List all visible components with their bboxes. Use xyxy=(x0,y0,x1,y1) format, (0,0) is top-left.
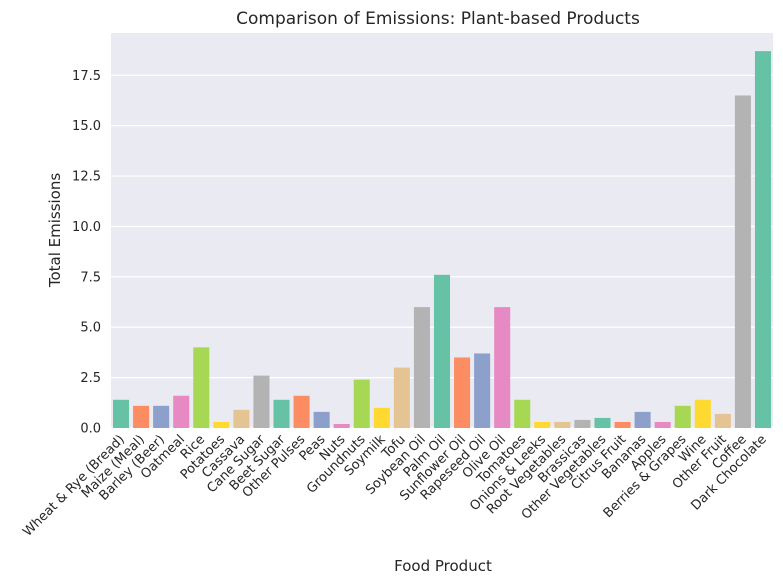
bar-tofu xyxy=(393,367,410,428)
y-tick-label: 0.0 xyxy=(80,422,101,437)
bar-wine xyxy=(694,399,711,428)
bar-onions-leeks xyxy=(534,421,551,428)
bar-other-vegetables xyxy=(594,417,611,428)
bar-cassava xyxy=(233,409,250,428)
bar-other-pulses xyxy=(293,395,310,428)
bar-maize-meal xyxy=(133,405,150,428)
y-tick-label: 17.5 xyxy=(72,69,101,84)
bar-apples xyxy=(654,421,671,428)
x-axis-label: Food Product xyxy=(394,557,492,575)
bar-brassicas xyxy=(574,419,591,428)
bar-berries-grapes xyxy=(674,405,691,428)
y-tick-label: 10.0 xyxy=(72,220,101,235)
bar-peas xyxy=(313,411,330,428)
bar-potatoes xyxy=(213,421,230,428)
bar-groundnuts xyxy=(353,379,370,428)
bar-oatmeal xyxy=(173,395,190,428)
y-tick-label: 12.5 xyxy=(72,170,101,185)
bar-soybean-oil xyxy=(413,307,430,428)
y-axis-ticks: 0.0 2.5 5.0 7.5 10.0 12.5 15.0 17.5 xyxy=(72,69,101,437)
bar-nuts xyxy=(333,423,350,428)
bar-olive-oil xyxy=(494,307,511,428)
bar-tomatoes xyxy=(514,399,531,428)
bar-other-fruit xyxy=(714,413,731,428)
bar-wheat-rye-bread xyxy=(113,399,130,428)
bar-beet-sugar xyxy=(273,399,290,428)
y-tick-label: 2.5 xyxy=(80,371,101,386)
bar-bananas xyxy=(634,411,651,428)
x-axis-ticks: Wheat & Rye (Bread)Maize (Meal)Barley (B… xyxy=(20,432,769,540)
bar-cane-sugar xyxy=(253,375,270,428)
y-axis-label: Total Emissions xyxy=(46,173,64,289)
bar-coffee xyxy=(734,95,751,428)
bar-citrus-fruit xyxy=(614,421,631,428)
bar-sunflower-oil xyxy=(454,357,471,428)
y-tick-label: 15.0 xyxy=(72,119,101,134)
bar-rice xyxy=(193,347,210,428)
bar-root-vegetables xyxy=(554,421,571,428)
y-tick-label: 7.5 xyxy=(80,270,101,285)
y-tick-label: 5.0 xyxy=(80,321,101,336)
chart-title: Comparison of Emissions: Plant-based Pro… xyxy=(236,9,640,29)
bar-rapeseed-oil xyxy=(474,353,491,428)
bar-soymilk xyxy=(373,407,390,428)
bar-palm-oil xyxy=(433,274,451,428)
bar-dark-chocolate xyxy=(754,51,771,428)
bar-barley-beer xyxy=(153,405,170,428)
bars xyxy=(113,51,771,428)
